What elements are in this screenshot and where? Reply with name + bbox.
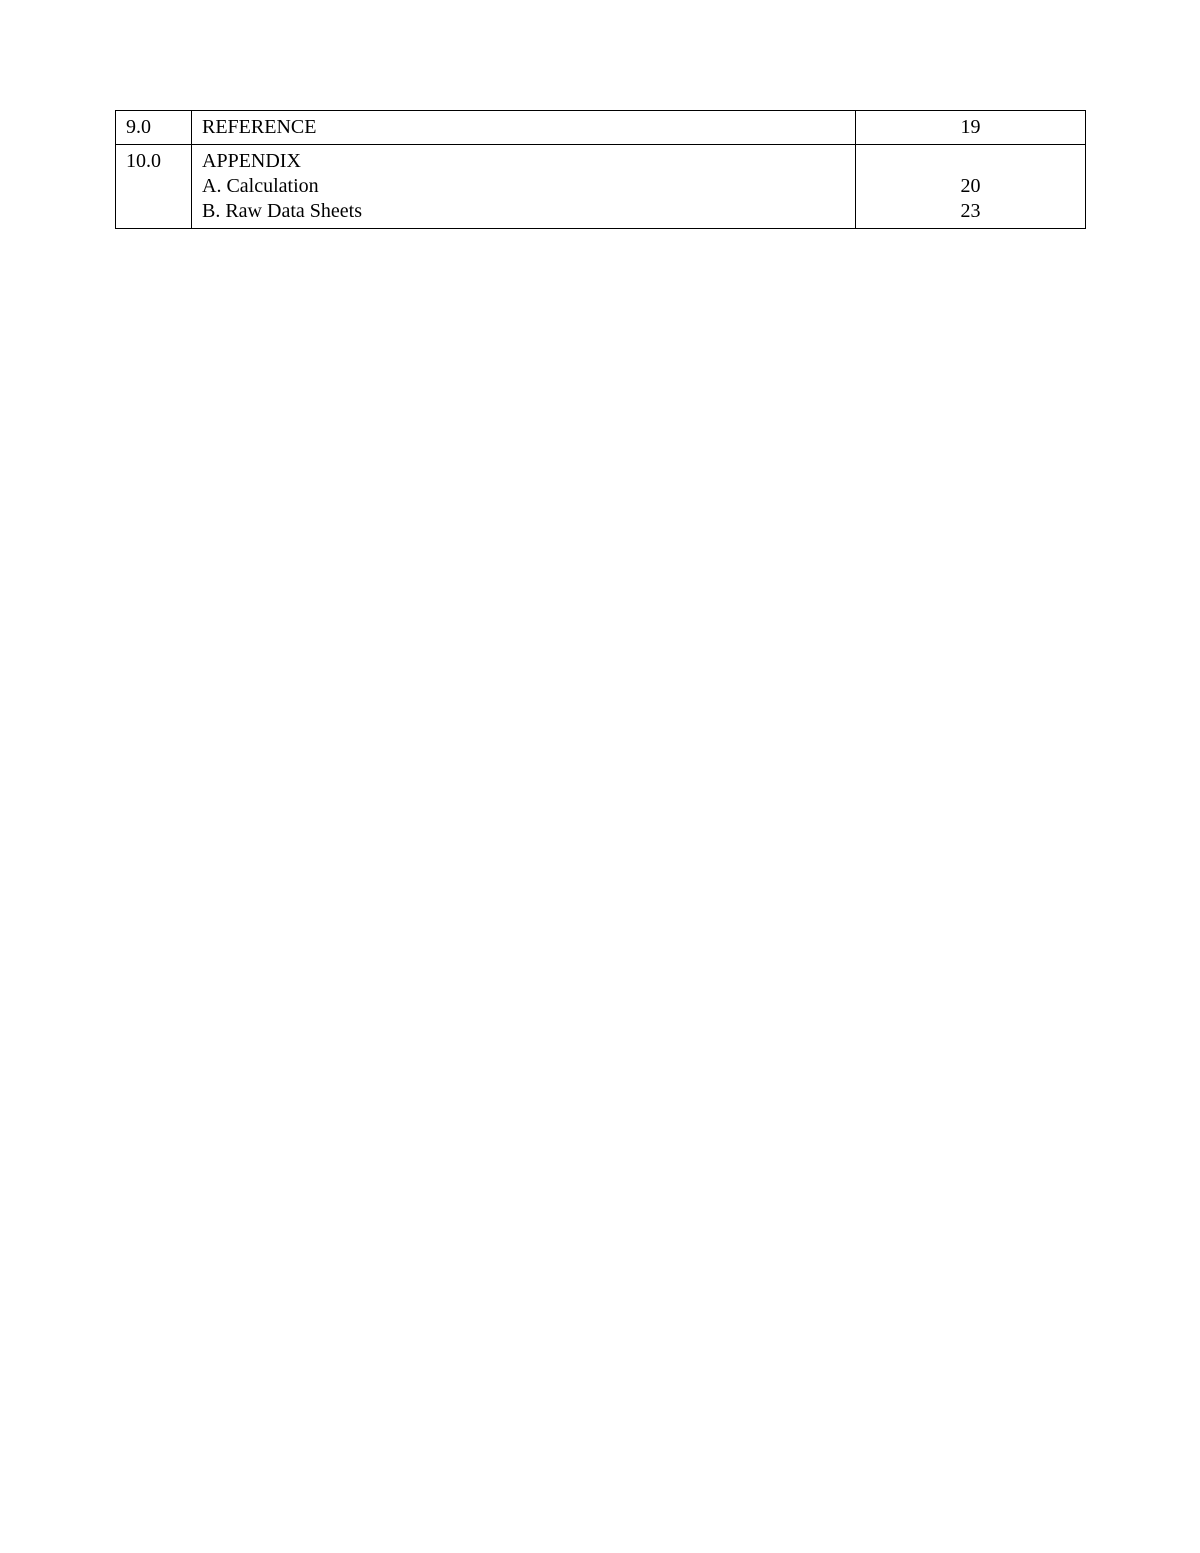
section-subitem: B. Raw Data Sheets bbox=[202, 199, 849, 224]
section-title: REFERENCE bbox=[192, 111, 856, 145]
section-title-cell: APPENDIX A. Calculation B. Raw Data Shee… bbox=[192, 145, 856, 229]
section-page: 23 bbox=[862, 199, 1079, 224]
table-row: 9.0 REFERENCE 19 bbox=[116, 111, 1086, 145]
document-page: 9.0 REFERENCE 19 10.0 APPENDIX A. Calcul… bbox=[0, 0, 1200, 1553]
section-page-cell: 20 23 bbox=[856, 145, 1086, 229]
table-row: 10.0 APPENDIX A. Calculation B. Raw Data… bbox=[116, 145, 1086, 229]
page-spacer bbox=[862, 149, 1079, 174]
section-page: 20 bbox=[862, 174, 1079, 199]
section-number: 9.0 bbox=[116, 111, 192, 145]
toc-table: 9.0 REFERENCE 19 10.0 APPENDIX A. Calcul… bbox=[115, 110, 1086, 229]
section-page: 19 bbox=[856, 111, 1086, 145]
section-subitem: A. Calculation bbox=[202, 174, 849, 199]
section-number: 10.0 bbox=[116, 145, 192, 229]
section-title: APPENDIX bbox=[202, 149, 849, 174]
